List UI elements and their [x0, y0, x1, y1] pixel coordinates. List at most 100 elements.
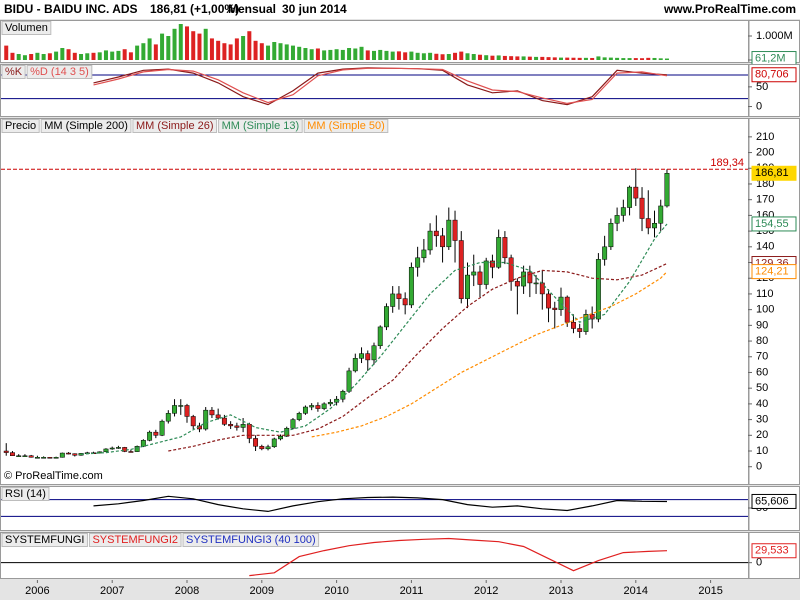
volume-bar: [552, 57, 557, 61]
candle-body: [159, 420, 165, 436]
candle-body: [552, 307, 558, 310]
marker-label: 154,55: [755, 218, 789, 230]
legend-label: %D (14 3 5): [30, 66, 89, 78]
series-line: [311, 271, 668, 438]
volume-bar: [477, 54, 482, 61]
volume-bar: [396, 51, 401, 61]
candle-body: [402, 298, 408, 306]
legend-box: [218, 119, 303, 133]
legend-box: [1, 119, 40, 133]
x-tick-label: 2015: [698, 585, 722, 597]
volume-bar: [228, 44, 233, 61]
volume-bar: [359, 46, 364, 61]
candle-body: [53, 457, 59, 459]
candle-body: [427, 230, 433, 251]
y-tick-label: 80: [756, 335, 768, 347]
volume-bar: [390, 51, 395, 61]
candle-body: [377, 326, 383, 347]
candle-body: [564, 296, 570, 323]
y-tick-label: 170: [756, 194, 774, 206]
volume-bar: [633, 58, 638, 61]
volume-bar: [428, 52, 433, 61]
y-tick-label: 100: [756, 304, 774, 316]
volume-bar: [10, 52, 15, 61]
candle-body: [34, 457, 40, 459]
legend-label: SYSTEMFUNGI: [5, 534, 84, 546]
volume-bar: [559, 57, 563, 61]
candle-body: [583, 314, 589, 332]
candle-body: [184, 405, 190, 417]
candle-body: [140, 440, 146, 447]
volume-bar: [153, 44, 158, 61]
legend-label: Precio: [5, 120, 36, 132]
volume-bar: [234, 38, 239, 61]
volume-bar: [272, 42, 277, 61]
volume-bar: [409, 51, 414, 61]
volume-bar: [384, 50, 389, 61]
candle-body: [265, 446, 271, 450]
volume-bar: [590, 57, 595, 61]
marker-box: [751, 165, 797, 181]
volume-bar: [41, 54, 46, 61]
candle-body: [346, 370, 352, 392]
volume-bar: [527, 56, 532, 61]
candle-body: [203, 409, 209, 430]
candle-body: [209, 409, 215, 416]
ticker-title: BIDU - BAIDU INC. ADS: [4, 2, 138, 16]
marker-label: 124,21: [755, 266, 789, 278]
volume-bar: [403, 52, 408, 61]
candle-body: [421, 249, 427, 259]
candle-body: [371, 345, 377, 361]
volume-bar: [365, 50, 370, 61]
candle-body: [246, 424, 252, 439]
candle-body: [128, 451, 134, 453]
legend-box: [26, 65, 93, 79]
series-line: [80, 223, 668, 455]
volume-bar: [509, 56, 514, 61]
volume-bar: [534, 56, 539, 61]
volume-bar: [459, 51, 464, 61]
y-tick-label: 70: [756, 351, 768, 363]
volume-bar: [415, 52, 420, 61]
volume-bar: [110, 51, 115, 61]
candle-body: [172, 405, 177, 414]
legend-label: MM (Simple 200): [44, 120, 128, 132]
candle-body: [577, 328, 583, 332]
legend-box: [1, 487, 50, 501]
volume-bar: [216, 40, 221, 61]
series-line: [93, 495, 668, 513]
marker-box: [751, 67, 797, 83]
candle-body: [508, 257, 514, 282]
candle-body: [109, 447, 115, 450]
candle-body: [28, 455, 34, 458]
candle-body: [365, 353, 371, 361]
volume-bar: [135, 45, 140, 61]
quote: 186,81 (+1,00%): [150, 2, 239, 16]
volume-bar: [103, 50, 108, 61]
volume-bar: [278, 43, 283, 61]
candle-body: [483, 260, 489, 285]
volume-bar: [309, 49, 314, 61]
series-line: [168, 262, 668, 452]
volume-bar: [372, 50, 376, 61]
legend-label: SYSTEMFUNGI2: [92, 534, 178, 546]
candle-body: [521, 271, 527, 287]
candle-body: [477, 271, 483, 285]
candle-body: [396, 293, 402, 299]
candle-body: [546, 293, 551, 309]
volume-bar: [421, 53, 426, 61]
volume-bar: [608, 57, 613, 61]
candle-body: [608, 222, 614, 248]
x-tick-label: 2010: [324, 585, 348, 597]
y-tick-label: 1.000M: [756, 30, 793, 42]
y-tick-label: 30: [756, 414, 768, 426]
candle-body: [620, 207, 626, 216]
legend-label: %K: [5, 66, 23, 78]
candle-body: [153, 431, 159, 436]
volume-bar: [122, 49, 127, 61]
candle-body: [440, 235, 446, 248]
legend-box: [1, 533, 88, 547]
candle-body: [595, 259, 601, 320]
volume-bar: [203, 28, 208, 61]
volume-bar: [440, 54, 445, 61]
